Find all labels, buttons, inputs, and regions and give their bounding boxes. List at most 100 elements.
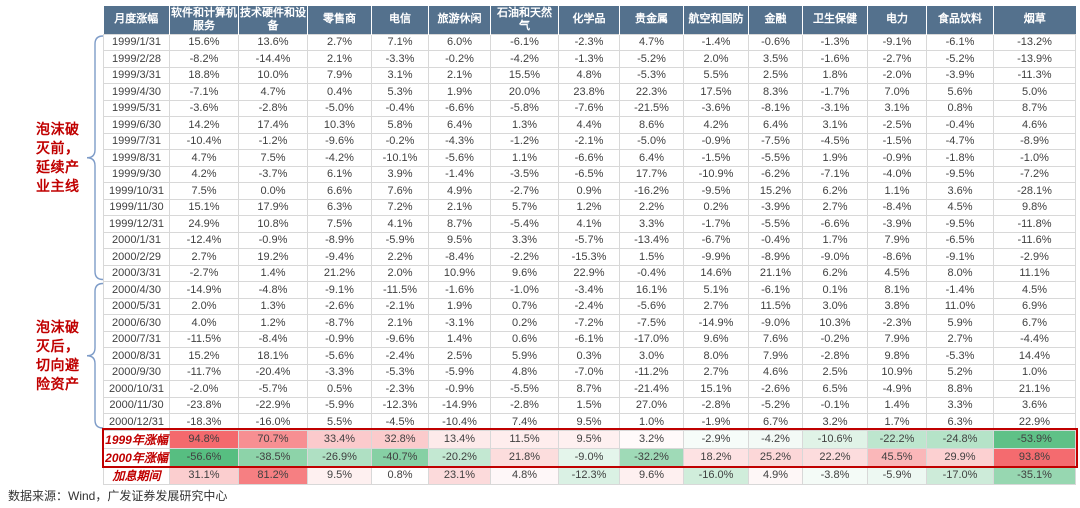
pct-cell: -6.6%: [428, 99, 491, 117]
pct-cell: -3.3%: [371, 50, 429, 68]
pct-cell: -1.4%: [428, 165, 491, 183]
date-label: 2000/3/31: [103, 264, 170, 282]
pct-cell: -14.9%: [169, 281, 239, 299]
pct-cell: 0.5%: [307, 380, 372, 398]
pct-cell: 22.9%: [993, 413, 1076, 431]
pct-cell: 1.4%: [428, 330, 491, 348]
pct-cell: -2.3%: [558, 33, 620, 51]
pct-cell: 2.7%: [802, 198, 868, 216]
pct-cell: 5.0%: [993, 83, 1076, 101]
pct-cell: 6.4%: [428, 116, 491, 134]
pct-cell: -1.0%: [993, 149, 1076, 167]
pct-cell: 3.2%: [619, 429, 684, 449]
pct-cell: -6.7%: [683, 231, 749, 249]
pct-cell: -32.2%: [619, 447, 684, 467]
pct-cell: -16.0%: [683, 465, 749, 485]
pct-cell: -13.4%: [619, 231, 684, 249]
pct-cell: 7.5%: [238, 149, 308, 167]
pct-cell: 10.9%: [867, 363, 927, 381]
pct-cell: 4.7%: [619, 33, 684, 51]
pct-cell: -5.0%: [619, 132, 684, 150]
pct-cell: 2.1%: [307, 50, 372, 68]
pct-cell: 5.9%: [490, 347, 559, 365]
pct-cell: -9.1%: [926, 248, 994, 266]
pct-cell: 13.6%: [238, 33, 308, 51]
pct-cell: 9.6%: [619, 465, 684, 485]
pct-cell: 15.1%: [169, 198, 239, 216]
pct-cell: 4.2%: [169, 165, 239, 183]
table-row: 1999/6/30 14.2% 17.4% 10.3% 5.8% 6.4% 1.3% 4.4%…: [103, 116, 1076, 134]
pct-cell: -6.1%: [490, 33, 559, 51]
pct-cell: 3.0%: [619, 347, 684, 365]
pct-cell: -15.3%: [558, 248, 620, 266]
pct-cell: -2.8%: [802, 347, 868, 365]
pct-cell: 6.3%: [926, 413, 994, 431]
pct-cell: -12.3%: [558, 465, 620, 485]
column-header: 技术硬件和设备: [238, 6, 308, 34]
pct-cell: -6.2%: [748, 165, 803, 183]
pct-cell: 3.3%: [490, 231, 559, 249]
pct-cell: 14.6%: [683, 264, 749, 282]
pct-cell: -8.6%: [867, 248, 927, 266]
pct-cell: 15.2%: [169, 347, 239, 365]
pct-cell: 9.5%: [558, 429, 620, 449]
pct-cell: 2.7%: [683, 297, 749, 315]
pct-cell: -40.7%: [371, 447, 429, 467]
pct-cell: 10.0%: [238, 66, 308, 84]
pct-cell: -14.4%: [238, 50, 308, 68]
pct-cell: -7.1%: [802, 165, 868, 183]
pct-cell: 9.5%: [558, 413, 620, 431]
table-row: 1999/2/28 -8.2% -14.4% 2.1% -3.3% -0.2% -4.2% -…: [103, 50, 1076, 68]
sector-monthly-return-table: 月度涨幅 软件和计算机服务 技术硬件和设备 零售商 电信 旅游休闲 石油和天然气 化学品 贵金属…: [103, 6, 1076, 485]
pct-cell: 10.9%: [428, 264, 491, 282]
pct-cell: 3.0%: [802, 297, 868, 315]
pct-cell: 11.5%: [490, 429, 559, 449]
pct-cell: -3.3%: [307, 363, 372, 381]
pct-cell: -7.6%: [558, 99, 620, 117]
pct-cell: -2.8%: [683, 396, 749, 414]
date-label: 1999/12/31: [103, 215, 170, 233]
pct-cell: 10.3%: [802, 314, 868, 332]
column-header: 化学品: [558, 6, 620, 34]
pct-cell: -9.4%: [307, 248, 372, 266]
pct-cell: 11.0%: [926, 297, 994, 315]
pct-cell: -8.9%: [307, 231, 372, 249]
pct-cell: -10.4%: [169, 132, 239, 150]
pct-cell: -1.4%: [926, 281, 994, 299]
pct-cell: 2.1%: [428, 198, 491, 216]
pct-cell: -3.9%: [926, 66, 994, 84]
table-row: 1999/5/31 -3.6% -2.8% -5.0% -0.4% -6.6% -5.8% -…: [103, 99, 1076, 117]
pct-cell: -4.2%: [307, 149, 372, 167]
pct-cell: 17.9%: [238, 198, 308, 216]
pct-cell: 15.1%: [683, 380, 749, 398]
column-header: 烟草: [993, 6, 1076, 34]
pct-cell: -0.4%: [619, 264, 684, 282]
pct-cell: -5.7%: [238, 380, 308, 398]
pct-cell: -1.8%: [926, 149, 994, 167]
column-header: 软件和计算机服务: [169, 6, 239, 34]
pct-cell: 3.6%: [926, 182, 994, 200]
pct-cell: 5.3%: [371, 83, 429, 101]
pct-cell: -11.8%: [993, 215, 1076, 233]
pct-cell: 0.4%: [307, 83, 372, 101]
pct-cell: -1.3%: [802, 33, 868, 51]
pct-cell: -8.4%: [867, 198, 927, 216]
pct-cell: -8.9%: [993, 132, 1076, 150]
pct-cell: 1.1%: [490, 149, 559, 167]
pct-cell: 1.9%: [428, 83, 491, 101]
pct-cell: -13.9%: [993, 50, 1076, 68]
pct-cell: 9.8%: [993, 198, 1076, 216]
pct-cell: 5.6%: [926, 83, 994, 101]
date-label: 2000/4/30: [103, 281, 170, 299]
pct-cell: 93.8%: [993, 447, 1076, 467]
pct-cell: 22.2%: [802, 447, 868, 467]
date-label: 2000/9/30: [103, 363, 170, 381]
pct-cell: -8.7%: [307, 314, 372, 332]
pct-cell: 1.4%: [238, 264, 308, 282]
pct-cell: 1.5%: [619, 248, 684, 266]
column-header: 贵金属: [619, 6, 684, 34]
date-label: 2000/11/30: [103, 396, 170, 414]
pct-cell: -24.8%: [926, 429, 994, 449]
pct-cell: -14.9%: [683, 314, 749, 332]
pct-cell: -22.2%: [867, 429, 927, 449]
